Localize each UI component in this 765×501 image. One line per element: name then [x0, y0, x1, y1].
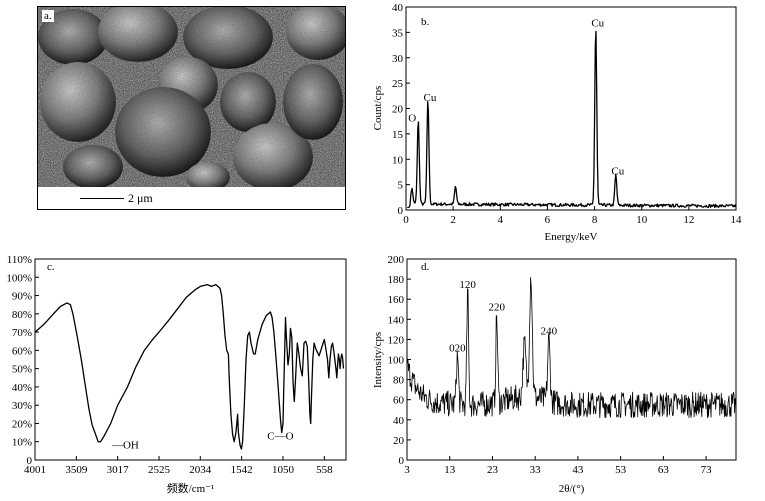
annotation-label: C—O — [267, 431, 293, 443]
y-tick-label: 50% — [12, 364, 32, 376]
x-tick-label: 3509 — [65, 464, 88, 476]
y-tick-label: 25 — [392, 78, 404, 90]
x-tick-label: 13 — [444, 464, 456, 476]
y-axis-label: Intensity/cps — [372, 332, 384, 388]
y-tick-label: 40 — [393, 415, 405, 427]
y-tick-label: 20% — [12, 418, 32, 430]
peak-label: Cu — [611, 166, 624, 178]
y-tick-label: 180 — [388, 274, 405, 286]
panel-d-xrd-chart: 3 13 23 33 43 53 63 730204060801001201401601802… — [372, 254, 737, 495]
x-tick-label: 73 — [701, 464, 713, 476]
y-tick-label: 20 — [392, 104, 404, 116]
peak-label: 120 — [459, 279, 476, 291]
x-tick-label: 2525 — [148, 464, 171, 476]
x-axis-label: Energy/keV — [545, 231, 598, 243]
y-axis-label: Count/cps — [372, 86, 384, 131]
y-tick-label: 0 — [27, 455, 33, 467]
y-tick-label: 160 — [388, 294, 405, 306]
series-line — [34, 283, 345, 450]
panel-label: b. — [421, 16, 430, 28]
y-tick-label: 5 — [398, 180, 404, 192]
peak-label: Cu — [423, 92, 436, 104]
x-tick-label: 558 — [316, 464, 333, 476]
x-tick-label: 2 — [450, 214, 456, 226]
y-tick-label: 120 — [388, 334, 405, 346]
peak-label: 240 — [541, 325, 558, 337]
y-tick-label: 0 — [398, 205, 404, 217]
y-tick-label: 60% — [12, 345, 32, 357]
x-tick-label: 4 — [498, 214, 504, 226]
x-tick-label: 53 — [615, 464, 627, 476]
x-tick-label: 3 — [404, 464, 410, 476]
panel-label: c. — [47, 261, 55, 273]
x-tick-label: 14 — [731, 214, 743, 226]
x-tick-label: 8 — [592, 214, 598, 226]
y-tick-label: 0 — [399, 455, 405, 467]
x-axis-label: 频数/cm⁻¹ — [167, 481, 215, 495]
y-tick-label: 30% — [12, 400, 32, 412]
peak-label: 020 — [449, 342, 466, 354]
x-tick-label: 10 — [636, 214, 648, 226]
x-tick-label: 43 — [572, 464, 584, 476]
x-tick-label: 3017 — [107, 464, 130, 476]
y-tick-label: 100 — [388, 355, 405, 367]
y-tick-label: 80 — [393, 375, 405, 387]
x-tick-label: 63 — [658, 464, 670, 476]
y-tick-label: 110% — [7, 254, 32, 266]
y-tick-label: 70% — [12, 327, 32, 339]
x-tick-label: 2034 — [189, 464, 212, 476]
y-tick-label: 140 — [388, 314, 405, 326]
y-tick-label: 40% — [12, 382, 32, 394]
x-tick-label: 6 — [545, 214, 551, 226]
y-tick-label: 80% — [12, 309, 32, 321]
y-tick-label: 10% — [12, 437, 32, 449]
peak-label: 220 — [488, 301, 505, 313]
sem-micrograph — [38, 7, 345, 187]
y-tick-label: 60 — [393, 395, 405, 407]
y-tick-label: 30 — [392, 53, 404, 65]
x-tick-label: 12 — [683, 214, 694, 226]
x-tick-label: 4001 — [24, 464, 46, 476]
panel-c-ftir-chart: 4001 3509 3017 2525 2034 1542 1050 558 0 10% 20% 30… — [6, 254, 347, 495]
y-tick-label: 15 — [392, 129, 404, 141]
series-line — [406, 277, 737, 419]
y-tick-label: 40 — [392, 2, 404, 14]
axes-frame — [406, 258, 737, 461]
series-line — [407, 30, 737, 209]
y-tick-label: 35 — [392, 27, 404, 39]
annotation-label: —OH — [111, 440, 139, 452]
peak-label: O — [408, 112, 416, 124]
x-tick-label: 1050 — [272, 464, 295, 476]
y-tick-label: 20 — [393, 435, 405, 447]
x-axis-label: 2θ/(°) — [559, 483, 585, 495]
y-tick-label: 100% — [6, 272, 32, 284]
x-tick-label: 1542 — [231, 464, 253, 476]
axes-frame — [405, 6, 737, 211]
y-tick-label: 200 — [388, 254, 405, 266]
peak-label: Cu — [591, 17, 604, 29]
panel-a-label: a. — [42, 10, 54, 22]
x-tick-label: 23 — [487, 464, 499, 476]
panel-label: d. — [421, 261, 430, 273]
x-tick-label: 0 — [403, 214, 409, 226]
axes-frame — [34, 258, 347, 461]
scale-bar-label: 2 μm — [128, 191, 153, 205]
scale-bar — [80, 198, 124, 199]
y-tick-label: 10 — [392, 154, 404, 166]
x-tick-label: 33 — [530, 464, 542, 476]
panel-b-eds-chart: 0 2 4 6 8 10 12 14 0 5 10 15 20 25 30 35 40 O Cu Cu Cu b. Ener… — [372, 2, 742, 243]
panel-a-sem-image: 2 μm a. — [37, 6, 346, 210]
y-tick-label: 90% — [12, 291, 32, 303]
